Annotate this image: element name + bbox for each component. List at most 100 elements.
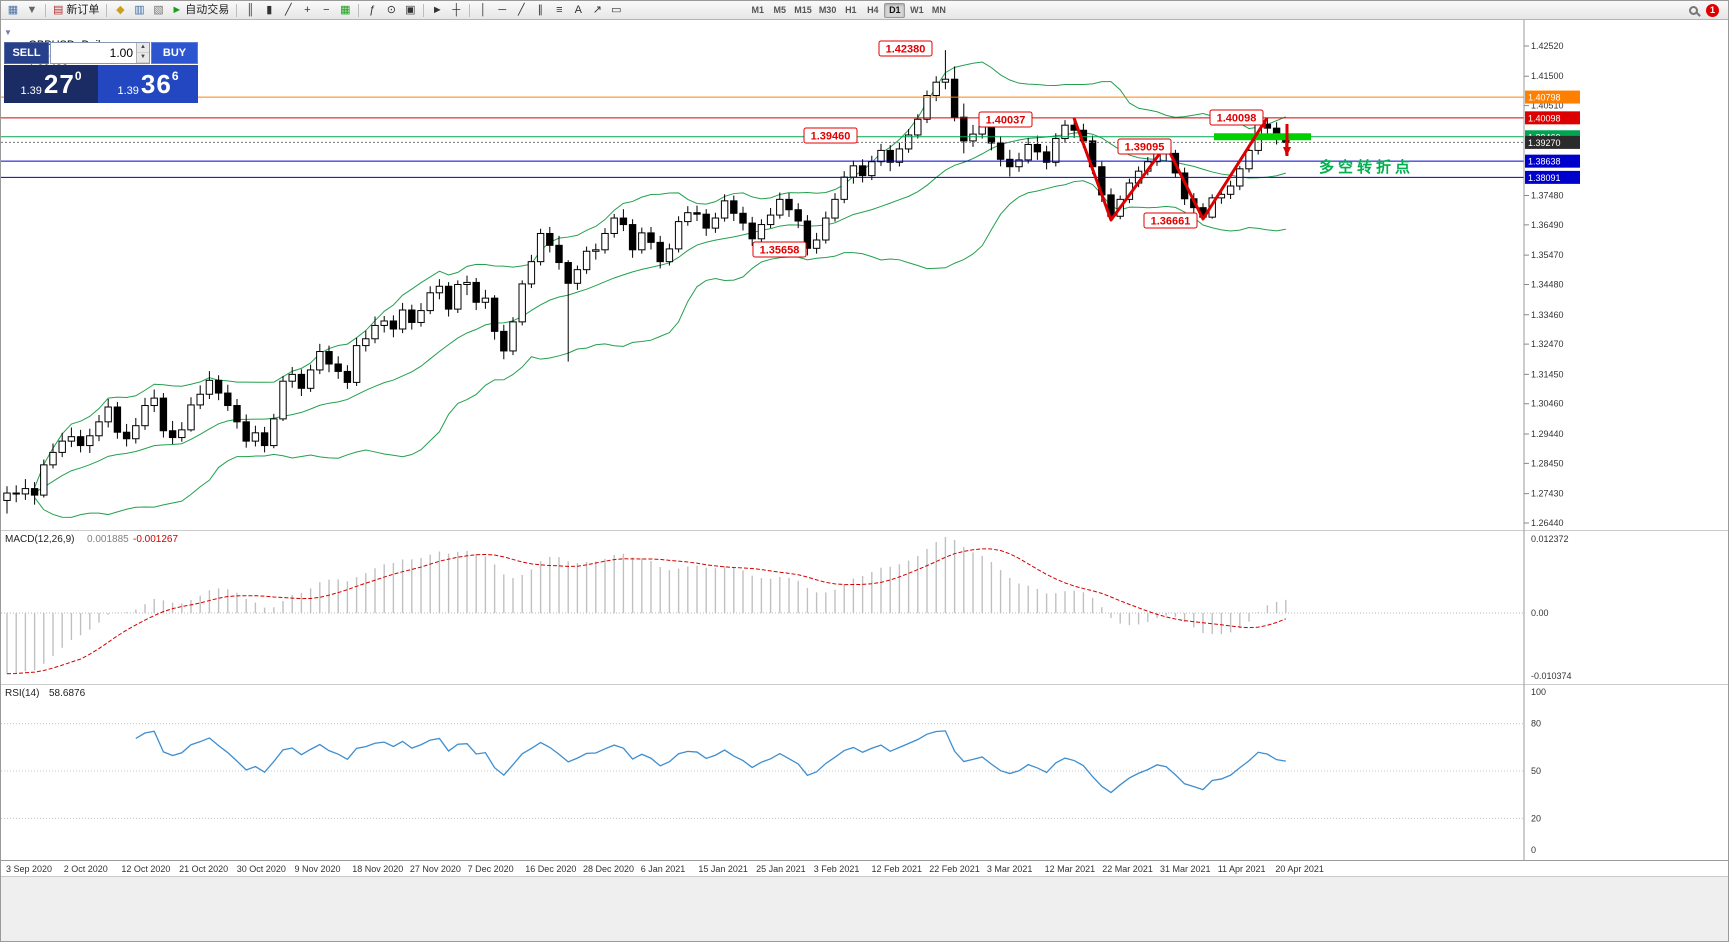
timeframe-m15-button[interactable]: M15 [794,5,812,15]
shapes-button[interactable]: ▭ [607,2,625,19]
date-tick: 20 Apr 2021 [1275,864,1324,874]
toolbar: ▦ ▼ ▤ 新订单 ◆ ▥ ▧ ► 自动交易 ║ ▮ ╱ + − ▦ ƒ ⊙ ▣ ► ┼ │ ─ ╱ ∥ ≡ A ↗ ▭ M1 M5 M15… [1,1,1728,20]
price-chart[interactable]: 1.42380 1.40037 1.39460 1.39095 1.40098 1.366… [1,20,1729,530]
arrows-button[interactable]: ↗ [588,2,606,19]
price-label-box[interactable]: 1.39460 [803,127,858,144]
navigator-button[interactable]: ▧ [149,2,167,19]
horizontal-line-button[interactable]: ─ [493,2,511,19]
svg-text:-0.001267: -0.001267 [133,534,178,545]
new-order-button-label: 新订单 [66,3,100,16]
rsi-panel[interactable]: RSI(14) 58.6876 100 80 50 20 0 [1,684,1729,860]
timeframe-m30-button[interactable]: M30 [818,5,837,15]
metaeditor-button[interactable]: ◆ [111,2,129,19]
zoom-out-button[interactable]: − [317,2,335,19]
chart-profiles-button[interactable]: ▼ [23,2,41,19]
indicators-icon: ƒ [369,3,376,16]
chart-bars-button[interactable]: ║ [241,2,259,19]
date-tick: 3 Sep 2020 [6,864,53,874]
templates-button[interactable]: ▣ [401,2,419,19]
macd-panel[interactable]: MACD(12,26,9) 0.001885 -0.001267 0.0123720.… [1,530,1729,684]
chart-candles-button[interactable]: ▮ [260,2,278,19]
timeframe-mn-button[interactable]: MN [931,5,946,15]
svg-text:0.012372: 0.012372 [1531,534,1569,544]
price-label-box[interactable]: 1.35658 [752,241,807,258]
sell-price[interactable]: 1.39 27 0 [4,65,98,103]
timeframe-m5-button[interactable]: M5 [773,5,787,15]
tile-windows-button[interactable]: ▦ [336,2,354,19]
cursor-button[interactable]: ► [428,2,446,19]
sell-button[interactable]: SELL [4,42,49,64]
notification-badge[interactable]: 1 [1706,3,1719,17]
price-label-box[interactable]: 1.36661 [1143,212,1198,229]
buy-button[interactable]: BUY [151,42,198,64]
toolbar-separator [423,3,425,17]
zoom-out-icon: − [323,3,330,16]
search-icon[interactable] [1689,5,1698,15]
svg-text:100: 100 [1531,687,1546,697]
rsi-axis[interactable]: 100 80 50 20 0 [1531,687,1546,855]
collapse-trade-panel-icon[interactable]: ▼ [4,28,12,37]
svg-text:1.30460: 1.30460 [1531,399,1564,409]
date-tick: 3 Feb 2021 [813,864,860,874]
toolbar-separator [358,3,360,17]
new-order-button[interactable]: ▤ 新订单 [50,2,102,19]
auto-trading-button[interactable]: ► 自动交易 [168,2,232,19]
volume-spinner: ▲ ▼ [136,43,149,63]
text-icon: A [574,3,582,16]
date-tick: 6 Jan 2021 [640,864,686,874]
periods-button[interactable]: ⊙ [382,2,400,19]
buy-price[interactable]: 1.39 36 6 [98,65,198,103]
timeframe-h4-button[interactable]: H4 [867,5,879,15]
svg-text:1.34480: 1.34480 [1531,279,1564,289]
svg-text:50: 50 [1531,766,1541,776]
svg-text:20: 20 [1531,813,1541,823]
navigator-icon: ▧ [153,3,164,16]
text-button[interactable]: A [569,2,587,19]
timeframe-h1-button[interactable]: H1 [845,5,857,15]
svg-text:1.37480: 1.37480 [1531,190,1564,200]
toolbar-separator [236,3,238,17]
vertical-line-button[interactable]: │ [474,2,492,19]
market-watch-button[interactable]: ▥ [130,2,148,19]
indicators-button[interactable]: ƒ [363,2,381,19]
date-tick: 9 Nov 2020 [294,864,341,874]
timeframe-d1-button[interactable]: D1 [884,2,906,18]
volume-input-wrap: ▲ ▼ [50,42,150,64]
svg-text:1.36490: 1.36490 [1531,220,1564,230]
date-tick: 18 Nov 2020 [352,864,404,874]
turning-point-note[interactable]: 多空转折点 [1319,158,1414,176]
channel-button[interactable]: ∥ [531,2,549,19]
new-chart-button[interactable]: ▦ [4,2,22,19]
svg-text:1.35470: 1.35470 [1531,250,1564,260]
price-label-box[interactable]: 1.40037 [978,111,1033,128]
date-tick: 2 Oct 2020 [63,864,108,874]
date-tick: 22 Feb 2021 [929,864,980,874]
time-axis[interactable]: 3 Sep 2020 2 Oct 2020 12 Oct 2020 21 Oct 20… [1,860,1728,876]
fibonacci-icon: ≡ [556,3,563,16]
date-tick: 15 Jan 2021 [698,864,748,874]
price-axis[interactable]: 1.42520 1.41500 1.40510 1.37480 1.36490 1.354… [1523,20,1580,530]
toolbar-separator [45,3,46,17]
zoom-in-button[interactable]: + [298,2,316,19]
toolbar-separator [469,3,471,17]
chart-line-button[interactable]: ╱ [279,2,297,19]
trendline-button[interactable]: ╱ [512,2,530,19]
volume-up-button[interactable]: ▲ [137,43,149,53]
sell-arrow[interactable] [1282,124,1292,156]
price-label-box[interactable]: 1.42380 [878,40,933,57]
price-label-box[interactable]: 1.39095 [1117,138,1172,155]
volume-input[interactable] [51,43,136,63]
crosshair-button[interactable]: ┼ [447,2,465,19]
timeframe-m1-button[interactable]: M1 [751,5,765,15]
shapes-icon: ▭ [611,3,622,16]
fibonacci-button[interactable]: ≡ [550,2,568,19]
volume-down-button[interactable]: ▼ [137,53,149,63]
svg-text:1.38091: 1.38091 [1528,173,1561,183]
templates-icon: ▣ [405,3,416,16]
price-label-box[interactable]: 1.40098 [1209,109,1264,126]
auto-trading-icon: ► [171,3,183,16]
timeframe-w1-button[interactable]: W1 [910,5,924,15]
bottom-filler [1,876,1728,941]
macd-axis[interactable]: 0.012372 0.00 -0.010374 [1531,534,1572,681]
